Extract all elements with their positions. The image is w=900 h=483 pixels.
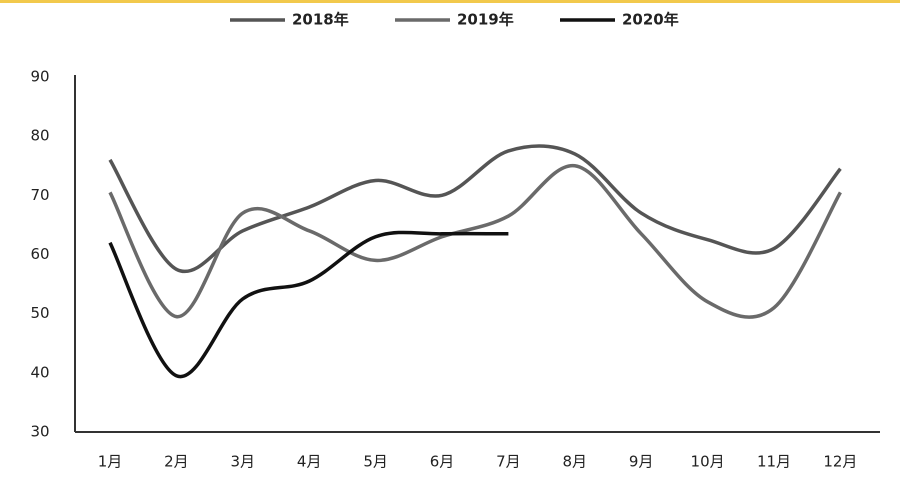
y-tick-label: 70: [30, 186, 49, 204]
legend-label: 2018年: [292, 11, 349, 29]
x-tick-label: 11月: [757, 453, 791, 471]
y-tick-label: 30: [30, 423, 49, 441]
y-tick-label: 40: [30, 363, 49, 381]
x-tick-label: 10月: [691, 453, 725, 471]
x-tick-label: 2月: [164, 453, 189, 471]
legend-label: 2020年: [622, 11, 679, 29]
y-tick-label: 60: [30, 245, 49, 263]
top-strip: [0, 0, 900, 3]
x-tick-label: 9月: [629, 453, 654, 471]
x-tick-label: 7月: [496, 453, 521, 471]
y-tick-label: 90: [30, 68, 49, 86]
x-tick-label: 3月: [231, 453, 256, 471]
x-tick-label: 12月: [823, 453, 857, 471]
x-tick-label: 6月: [430, 453, 455, 471]
x-tick-label: 8月: [563, 453, 588, 471]
series-line: [108, 230, 509, 379]
x-tick-label: 1月: [98, 453, 123, 471]
series-line: [108, 163, 842, 319]
x-tick-label: 4月: [297, 453, 322, 471]
legend-label: 2019年: [457, 11, 514, 29]
y-tick-label: 50: [30, 304, 49, 322]
y-tick-label: 80: [30, 127, 49, 145]
x-tick-label: 5月: [363, 453, 388, 471]
